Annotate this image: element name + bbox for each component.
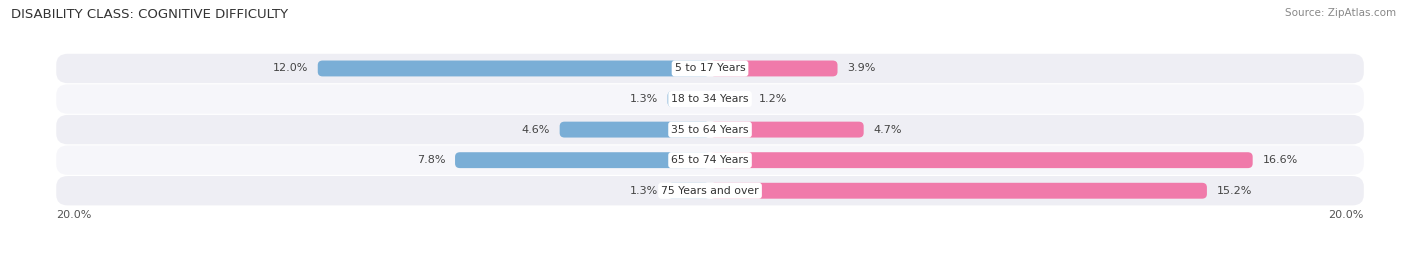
Text: 75 Years and over: 75 Years and over <box>661 186 759 196</box>
FancyBboxPatch shape <box>668 91 710 107</box>
FancyBboxPatch shape <box>668 183 710 199</box>
FancyBboxPatch shape <box>318 60 710 76</box>
FancyBboxPatch shape <box>710 122 863 137</box>
Text: 4.7%: 4.7% <box>873 124 903 135</box>
FancyBboxPatch shape <box>710 91 749 107</box>
Text: 15.2%: 15.2% <box>1216 186 1253 196</box>
Text: DISABILITY CLASS: COGNITIVE DIFFICULTY: DISABILITY CLASS: COGNITIVE DIFFICULTY <box>11 8 288 21</box>
Text: Source: ZipAtlas.com: Source: ZipAtlas.com <box>1285 8 1396 18</box>
FancyBboxPatch shape <box>56 176 1364 205</box>
Text: 1.3%: 1.3% <box>630 94 658 104</box>
Text: 20.0%: 20.0% <box>56 210 91 220</box>
Text: 7.8%: 7.8% <box>416 155 446 165</box>
Text: 12.0%: 12.0% <box>273 63 308 73</box>
Text: 18 to 34 Years: 18 to 34 Years <box>671 94 749 104</box>
Text: 4.6%: 4.6% <box>522 124 550 135</box>
Text: 3.9%: 3.9% <box>848 63 876 73</box>
FancyBboxPatch shape <box>56 115 1364 144</box>
Text: 20.0%: 20.0% <box>1329 210 1364 220</box>
FancyBboxPatch shape <box>56 84 1364 114</box>
FancyBboxPatch shape <box>710 183 1206 199</box>
FancyBboxPatch shape <box>456 152 710 168</box>
Text: 1.2%: 1.2% <box>759 94 787 104</box>
Text: 16.6%: 16.6% <box>1263 155 1298 165</box>
Text: 35 to 64 Years: 35 to 64 Years <box>671 124 749 135</box>
FancyBboxPatch shape <box>56 146 1364 175</box>
FancyBboxPatch shape <box>560 122 710 137</box>
FancyBboxPatch shape <box>710 152 1253 168</box>
FancyBboxPatch shape <box>56 54 1364 83</box>
FancyBboxPatch shape <box>710 60 838 76</box>
Text: 65 to 74 Years: 65 to 74 Years <box>671 155 749 165</box>
Text: 5 to 17 Years: 5 to 17 Years <box>675 63 745 73</box>
Text: 1.3%: 1.3% <box>630 186 658 196</box>
